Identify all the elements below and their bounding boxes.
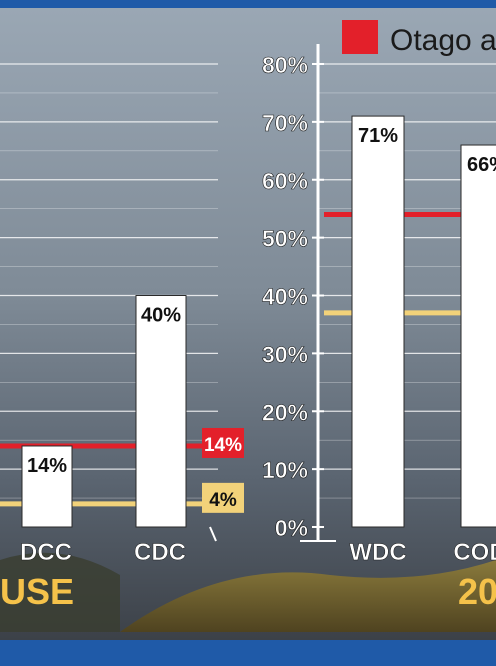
- y-tick-label: 60%: [262, 168, 308, 194]
- photo-backdrop: [0, 8, 496, 640]
- labels: 80% 70% 60% 50% 40% 30% 20% 10% 0% 14% DCC 40% CDC 71…: [20, 52, 496, 567]
- bar-value-label: 71%: [358, 125, 398, 147]
- category-label: WDC: [349, 539, 406, 566]
- bars: [21, 115, 496, 528]
- reference-line-label: 14%: [204, 435, 242, 456]
- bar-cdc: [135, 295, 187, 528]
- axes: [209, 44, 336, 542]
- legend: Otago a: [342, 20, 496, 57]
- y-tick-label: 30%: [262, 341, 308, 367]
- category-label: DCC: [20, 539, 72, 566]
- bar-value-label: 40%: [141, 305, 181, 327]
- reference-line-tag: [202, 427, 244, 458]
- legend-label: Otago a: [390, 24, 496, 57]
- y-tick-label: 50%: [262, 226, 308, 252]
- reference-line-label: 4%: [209, 490, 237, 511]
- y-tick-label: 20%: [262, 399, 308, 425]
- bar-cod: [460, 144, 496, 528]
- bar-value-label: 66%: [467, 154, 496, 176]
- y-tick-label: 40%: [262, 284, 308, 310]
- y-tick-label: 70%: [262, 110, 308, 136]
- left-footer-label: USE: [0, 571, 74, 612]
- category-label: CDC: [134, 539, 186, 566]
- hill-foreground: [120, 560, 496, 632]
- tree-silhouette: [0, 552, 120, 632]
- bar-value-label: 14%: [27, 455, 67, 477]
- axis-bracket: [209, 526, 217, 542]
- y-tick-label: 10%: [262, 457, 308, 483]
- category-label: COD: [453, 539, 496, 566]
- y-tick-label: 80%: [262, 52, 308, 78]
- reference-line-tag: [202, 482, 244, 513]
- y-tick-label: 0%: [275, 515, 308, 541]
- bar-wdc: [351, 115, 405, 528]
- legend-swatch: [342, 20, 378, 54]
- right-footer-label: 20: [458, 571, 496, 612]
- bar-dcc: [21, 445, 73, 528]
